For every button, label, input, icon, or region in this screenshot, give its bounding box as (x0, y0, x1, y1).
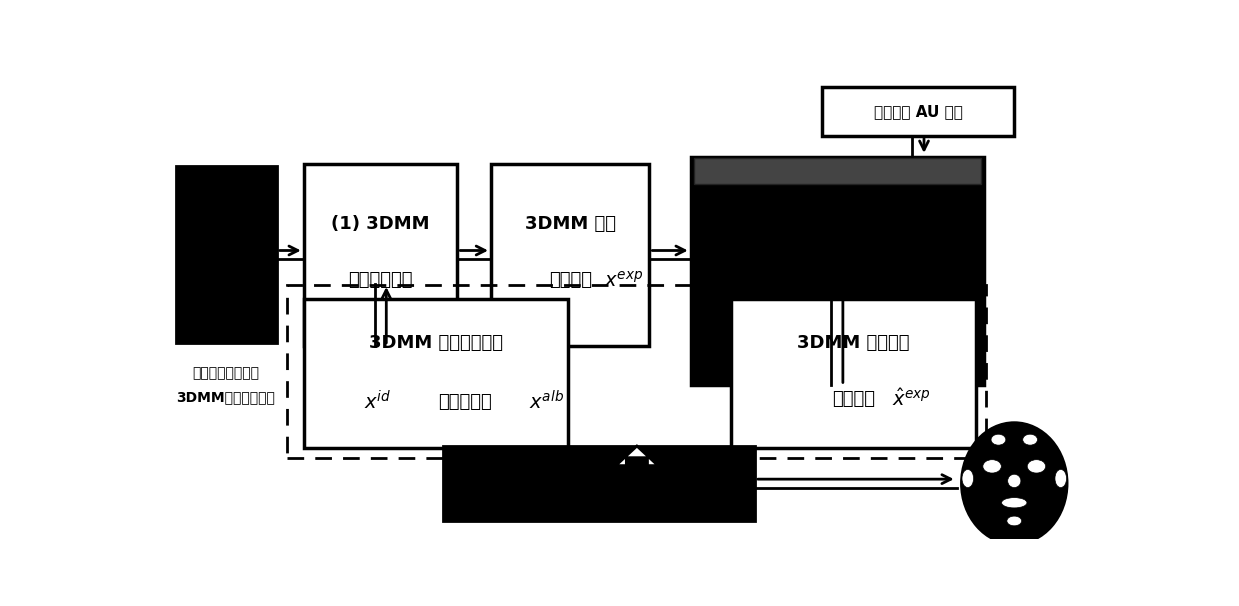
Ellipse shape (983, 460, 1001, 473)
Text: 和纹理参数: 和纹理参数 (437, 393, 492, 411)
Text: $\hat{x}^{exp}$: $\hat{x}^{exp}$ (892, 388, 930, 410)
Ellipse shape (1007, 474, 1021, 488)
Text: $x^{id}$: $x^{id}$ (364, 390, 392, 413)
Text: $x^{exp}$: $x^{exp}$ (603, 270, 643, 290)
Bar (694, 158, 981, 184)
Ellipse shape (1027, 460, 1046, 473)
Text: (1) 3DMM: (1) 3DMM (331, 215, 430, 233)
Text: 运动参数: 运动参数 (549, 271, 592, 290)
Bar (176, 166, 276, 344)
Bar (690, 157, 984, 385)
Text: 3DMM 合成表情: 3DMM 合成表情 (797, 335, 909, 352)
Text: 面部参数分解: 面部参数分解 (348, 271, 413, 290)
Ellipse shape (1022, 435, 1037, 445)
Ellipse shape (961, 423, 1067, 544)
FancyArrow shape (616, 446, 658, 465)
Ellipse shape (961, 470, 974, 488)
Text: 运动参数: 运动参数 (831, 390, 875, 408)
Ellipse shape (1001, 498, 1027, 508)
Ellipse shape (991, 435, 1006, 445)
Ellipse shape (1007, 516, 1022, 526)
Bar (823, 87, 1015, 136)
Text: 3DMM 表情: 3DMM 表情 (524, 215, 616, 233)
Bar (731, 299, 976, 448)
Text: $x^{alb}$: $x^{alb}$ (529, 390, 564, 413)
Text: 面向类人机器人的: 面向类人机器人的 (192, 367, 259, 381)
Bar (304, 299, 567, 448)
Bar (304, 164, 457, 345)
Bar (491, 164, 649, 345)
Text: 目标表情 AU 标注: 目标表情 AU 标注 (873, 104, 963, 119)
Text: 3DMM 面部身份参数: 3DMM 面部身份参数 (369, 335, 503, 352)
Text: 3DMM人脸模型构建: 3DMM人脸模型构建 (176, 390, 275, 404)
Bar (287, 285, 986, 458)
Bar (444, 446, 755, 521)
Ellipse shape (1054, 470, 1067, 488)
